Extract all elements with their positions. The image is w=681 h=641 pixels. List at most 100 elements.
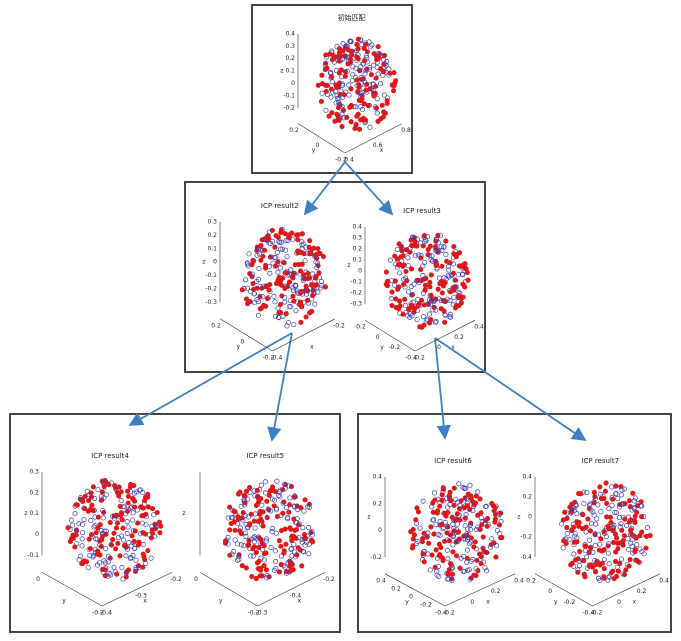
point [613, 559, 617, 563]
point [104, 480, 108, 484]
point [644, 546, 648, 550]
point [634, 510, 638, 514]
point [273, 264, 277, 268]
point [320, 73, 324, 77]
x-tick-label: 0.8 [401, 127, 411, 134]
point [355, 114, 359, 118]
point [390, 303, 394, 307]
point [247, 485, 251, 489]
point [492, 541, 496, 545]
point [267, 288, 271, 292]
point [258, 509, 262, 513]
point [223, 541, 227, 545]
point [616, 541, 620, 545]
point [474, 494, 478, 498]
plot-title: ICP result6 [434, 457, 472, 465]
point [329, 75, 333, 79]
point [465, 503, 469, 507]
point [393, 279, 397, 283]
x-tick-label: -0.3 [135, 593, 147, 600]
z-tick-label: 0.2 [285, 55, 295, 62]
point [278, 310, 282, 314]
z-tick-label: -0.1 [283, 92, 295, 99]
point [323, 285, 327, 289]
point [475, 558, 479, 562]
y-tick-label: -0.2 [388, 344, 400, 351]
y-tick-label: 0.2 [356, 324, 366, 331]
point [416, 303, 420, 307]
point [409, 267, 413, 271]
point [125, 509, 129, 513]
point [126, 494, 130, 498]
point [404, 269, 408, 273]
point [267, 282, 271, 286]
point [279, 562, 283, 566]
point [632, 519, 636, 523]
point [452, 503, 456, 507]
point [402, 297, 406, 301]
point [282, 551, 286, 555]
point [273, 245, 277, 249]
point [569, 563, 573, 567]
point [346, 48, 350, 52]
point [588, 546, 592, 550]
point [135, 521, 139, 525]
point [71, 533, 75, 537]
y-label: y [380, 344, 384, 351]
y-tick-label: 0.2 [211, 322, 221, 329]
z-tick-label: -0.2 [520, 534, 532, 541]
point [83, 494, 87, 498]
point [254, 503, 258, 507]
point [307, 276, 311, 280]
z-label: z [280, 68, 283, 75]
point [362, 102, 366, 106]
point [80, 561, 84, 565]
point [415, 506, 419, 510]
point [414, 518, 418, 522]
point [392, 70, 396, 74]
point [485, 524, 489, 528]
point [356, 37, 360, 41]
point [616, 569, 620, 573]
point [110, 537, 114, 541]
point [252, 519, 256, 523]
point [436, 287, 440, 291]
point [307, 311, 311, 315]
point [244, 297, 248, 301]
point [628, 528, 632, 532]
point [397, 242, 401, 246]
x-tick-label: -0.2 [333, 322, 345, 329]
point [632, 534, 636, 538]
point [401, 312, 405, 316]
point [353, 126, 357, 130]
point [423, 283, 427, 287]
point [265, 296, 269, 300]
point [623, 517, 627, 521]
point [369, 72, 373, 76]
point [413, 240, 417, 244]
point [476, 568, 480, 572]
point [627, 498, 631, 502]
point [262, 563, 266, 567]
point [568, 505, 572, 509]
point [390, 83, 394, 87]
y-label: y [62, 598, 66, 605]
point [334, 83, 338, 87]
point [116, 541, 120, 545]
point [316, 83, 320, 87]
x-label: x [310, 343, 314, 350]
point [421, 552, 425, 556]
point [342, 92, 346, 96]
point [428, 285, 432, 289]
point [287, 510, 291, 514]
y-label: y [219, 598, 223, 605]
x-tick-label: -0.2 [591, 610, 603, 617]
point [401, 282, 405, 286]
y-tick-label: 0.2 [526, 577, 536, 584]
point [479, 511, 483, 515]
point [440, 291, 444, 295]
point [355, 78, 359, 82]
point [299, 289, 303, 293]
point [442, 320, 446, 324]
point [609, 520, 613, 524]
